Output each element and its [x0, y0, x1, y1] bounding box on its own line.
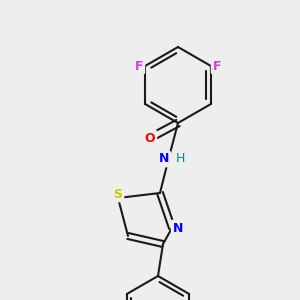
Text: S: S: [113, 188, 122, 200]
Text: H: H: [175, 152, 185, 166]
Text: O: O: [145, 131, 155, 145]
Text: F: F: [213, 59, 221, 73]
Text: N: N: [159, 152, 169, 166]
Text: F: F: [135, 59, 143, 73]
Text: N: N: [173, 221, 183, 235]
